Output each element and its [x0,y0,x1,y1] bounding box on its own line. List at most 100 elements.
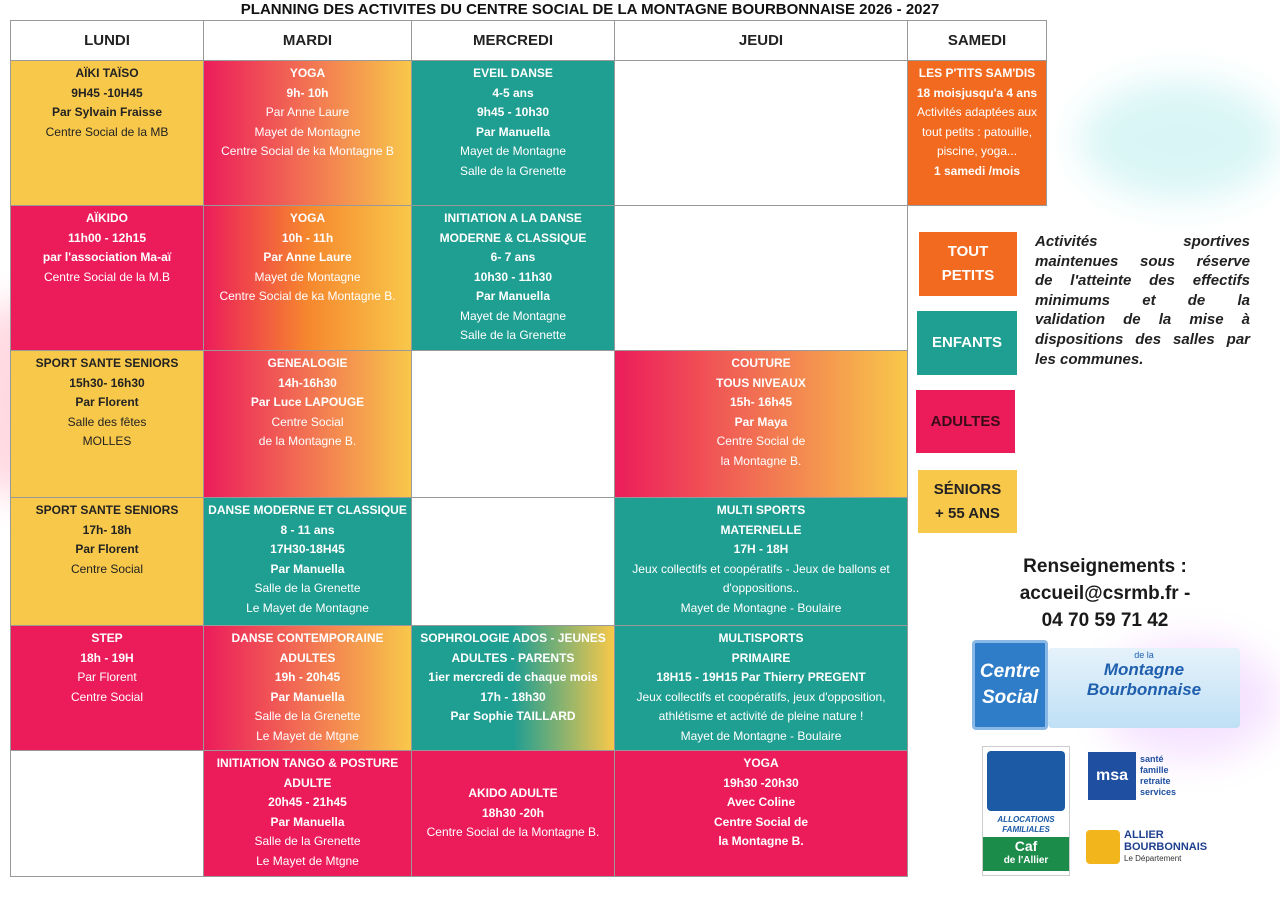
logo-text: de l'Allier [1003,855,1049,866]
cell-line: Le Mayet de Mtgne [256,728,359,743]
cell-line: 4-5 ans [492,85,534,100]
cell-line: 9h- 10h [286,85,329,100]
cell-line: MATERNELLE [720,522,802,537]
activity-cell: SOPHROLOGIE ADOS - JEUNES ADULTES - PAREN… [411,625,615,751]
cell-line: 9h45 - 10h30 [476,105,550,119]
activity-cell: EVEIL DANSE 4-5 ans 9h45 - 10h30 Par Manuel… [411,60,615,206]
cell-line: STEP [91,631,123,645]
cell-line: 17H - 18H [733,542,789,556]
contact: Renseignements : accueil@csrmb.fr - 04 7… [990,553,1220,634]
cell-line: Par Manuella [270,814,345,829]
cell-line: Centre Social de ka Montagne B. [219,289,396,303]
activity-cell: SPORT SANTE SENIORS 17h- 18h Par Florent Ce… [10,497,204,626]
cell-line: 17h- 18h [82,522,132,537]
cell-line: SOPHROLOGIE ADOS - JEUNES [420,631,606,645]
cell-line: Par Manuella [475,124,551,139]
cell-line: 9H45 -10H45 [71,85,143,100]
cell-line: Par Anne Laure [263,250,352,264]
cell-line: Mayet de Montagne [459,144,567,158]
activity-cell: DANSE CONTEMPORAINE ADULTES 19h - 20h45 Par… [203,625,412,751]
title: PLANNING DES ACTIVITES DU CENTRE SOCIAL … [240,1,940,18]
cell-line: piscine, yoga... [936,144,1018,158]
activity-cell: COUTURE TOUS NIVEAUX 15h- 16h45 Par Maya Cen… [614,350,908,498]
cell-line: MOLLES [82,434,132,448]
logo-text: BOURBONNAIS [1124,841,1208,853]
activity-cell: MULTI SPORTS MATERNELLE 17H - 18H Jeux coll… [614,497,908,626]
activity-cell: INITIATION TANGO & POSTURE ADULTE 20h45 - … [203,750,412,877]
column-header: MERCREDI [411,20,615,61]
cell-line: 1ier mercredi de chaque mois [428,670,598,684]
cell-line: Mayet de Montagne - Boulaire [680,728,842,743]
cell-line: Salle de la Grenette [254,834,361,848]
cell-line: Le Mayet de Montagne [246,600,369,615]
legend-item: ENFANTS [917,311,1017,375]
contact-phone: 04 70 59 71 42 [1041,610,1169,631]
activity-cell: AKIDO ADULTE 18h30 -20h Centre Social de l… [411,750,615,877]
cell-line: Salle de la Grenette [254,709,361,723]
activity-cell: STEP 18h - 19H Par Florent Centre Social [10,625,204,751]
empty-cell [411,497,615,626]
cell-line: Centre Social de la M.B [43,269,171,284]
legend-item: ADULTES [916,390,1015,453]
logo-msa: msa santé famille retraite services [1088,750,1195,802]
cell-line: COUTURE [731,356,791,370]
cell-line: Centre Social de ka Montagne B [221,144,394,158]
cell-line: 18 moisjusqu'a 4 ans [916,85,1038,100]
cell-line: Centre Social de la Montagne B. [426,825,600,840]
cell-line: athlétisme et activité de pleine nature … [658,709,864,723]
cell-line: 8 - 11 ans [280,522,335,537]
cell-line: 18h30 -20h [481,805,545,820]
cell-line: INITIATION TANGO & POSTURE [216,756,399,770]
activity-cell: SPORT SANTE SENIORS 15h30- 16h30 Par Flore… [10,350,204,498]
cell-line: Salle de la Grenette [459,328,567,342]
cell-line: Salle des fêtes [67,414,147,429]
cell-line: la Montagne B. [720,453,802,468]
cell-line: Par Manuella [270,561,345,576]
cell-line: AÏKIDO [86,211,128,225]
activity-cell: INITIATION A LA DANSE MODERNE & CLASSIQUE… [411,205,615,351]
cell-line: Par Florent [75,542,139,556]
cell-line: Par Sophie TAILLARD [450,709,576,723]
logo-text: de la [1134,650,1154,660]
empty-cell [411,350,615,498]
note-line: Activités sportives [1035,233,1250,250]
cell-line: Activités adaptées aux [916,105,1038,119]
cell-line: Salle de la Grenette [254,581,361,595]
empty-cell [614,205,908,351]
cell-line: Avec Coline [726,795,796,809]
cell-line: YOGA [289,211,326,225]
note-line: les communes. [1035,350,1144,368]
cell-line: Centre Social de [716,434,806,448]
note-line: dispositions des salles par [1035,330,1250,348]
cell-line: Centre Social de la MB [45,124,169,139]
column-header: MARDI [203,20,412,61]
activity-cell: DANSE MODERNE ET CLASSIQUE 8 - 11 ans 17H3… [203,497,412,626]
cell-line: Par Florent [75,395,139,409]
cell-line: 1 samedi /mois [933,163,1021,178]
empty-cell [614,60,908,206]
logo-text: Centre Social [979,661,1041,708]
legend-item: TOUT PETITS [919,232,1017,296]
activity-cell: MULTISPORTS PRIMAIRE 18H15 - 19H15 Par Thi… [614,625,908,751]
legend-label: + 55 ANS [935,504,1000,522]
cell-line: Centre Social de [713,814,809,829]
cell-line: Par Manuella [475,289,551,303]
cell-line: d'oppositions.. [722,581,800,595]
logo-text: ALLOCATIONS [997,815,1055,824]
logo-banner: de la Montagne Bourbonnaise [1048,648,1240,728]
cell-line: 15h30- 16h30 [69,375,145,390]
logo-text: retraite [1140,776,1171,786]
note-line: minimums et de la [1035,291,1250,309]
cell-line: par l'association Ma-aï [42,250,172,264]
empty-cell [10,750,204,877]
cell-line: MULTISPORTS [718,631,804,645]
note-line: de l'atteinte des effectifs [1035,272,1250,290]
cell-line: Par Maya [734,414,788,429]
cell-line: ADULTE [283,775,332,790]
cell-line: Jeux collectifs et coopératifs, jeux d'o… [636,689,886,704]
cell-line: Par Luce LAPOUGE [250,395,365,409]
cell-line: SPORT SANTE SENIORS [35,356,179,370]
cell-line: DANSE MODERNE ET CLASSIQUE [208,503,407,517]
